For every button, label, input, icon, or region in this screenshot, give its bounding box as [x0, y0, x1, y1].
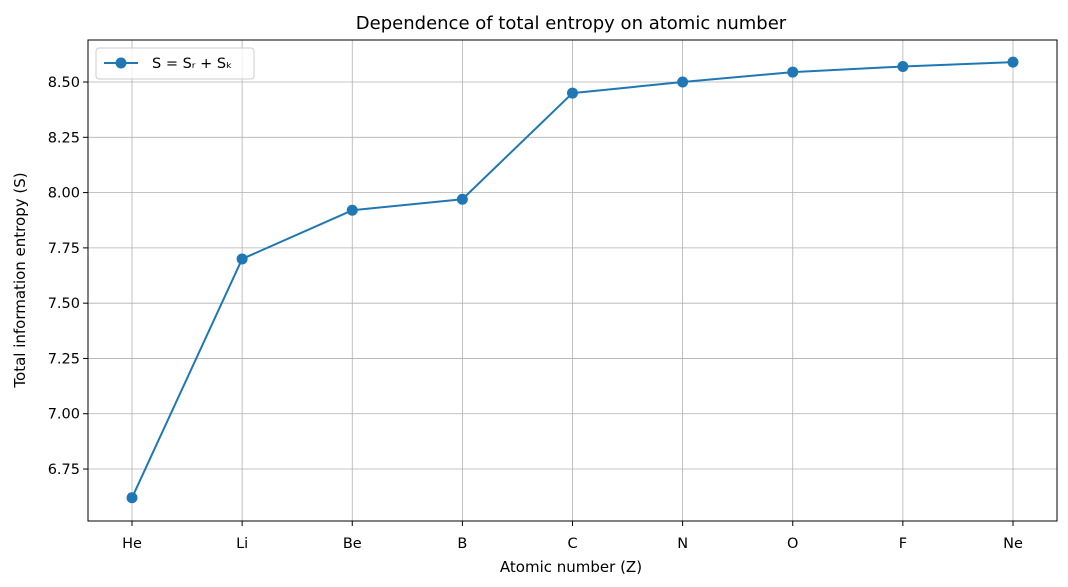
x-tick-label: N: [677, 536, 688, 552]
chart-title: Dependence of total entropy on atomic nu…: [356, 13, 787, 34]
x-tick-label: B: [457, 536, 467, 552]
x-tick-label: Be: [343, 536, 362, 552]
data-point-f: [897, 61, 909, 73]
y-tick-label: 8.00: [48, 186, 80, 202]
legend-marker: [115, 57, 127, 69]
data-point-ne: [1007, 56, 1019, 68]
series-layer: [126, 56, 1019, 504]
x-axis-ticks: He Li Be B C N O F Ne: [122, 521, 1023, 552]
x-tick-label: C: [567, 536, 577, 552]
x-tick-label: Li: [236, 536, 248, 552]
data-point-c: [567, 87, 578, 99]
x-tick-label: F: [899, 536, 907, 552]
data-point-n: [677, 76, 689, 88]
x-tick-label: Ne: [1003, 536, 1023, 552]
data-point-b: [456, 193, 468, 205]
legend-label: S = Sᵣ + Sₖ: [152, 56, 232, 72]
plot-frame: [87, 39, 1058, 522]
legend: S = Sᵣ + Sₖ: [95, 47, 255, 80]
y-tick-label: 7.50: [48, 296, 80, 312]
y-axis-ticks: 6.75 7.00 7.25 7.50 7.75 8.00 8.25 8.50: [48, 75, 88, 478]
y-tick-label: 8.50: [48, 75, 80, 91]
y-tick-label: 6.75: [48, 462, 80, 478]
data-point-o: [787, 66, 799, 78]
data-point-be: [346, 204, 358, 216]
x-tick-label: He: [122, 536, 142, 552]
data-point-he: [126, 492, 138, 504]
x-tick-label: O: [787, 536, 798, 552]
y-tick-label: 7.75: [48, 241, 80, 257]
grid: [88, 40, 1057, 521]
y-tick-label: 7.00: [48, 407, 80, 423]
legend-box: [95, 47, 255, 80]
x-axis-label: Atomic number (Z): [500, 558, 642, 576]
y-tick-label: 7.25: [48, 351, 80, 367]
y-axis-label: Total information entropy (S): [11, 172, 29, 388]
y-tick-label: 8.25: [48, 130, 80, 146]
data-point-li: [236, 253, 248, 265]
